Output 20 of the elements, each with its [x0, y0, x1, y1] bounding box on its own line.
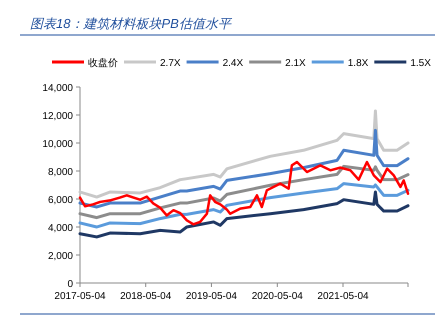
- y-tick-label: 8,000: [48, 167, 74, 178]
- y-tick-label: 6,000: [48, 195, 74, 206]
- legend-label: 2.1X: [285, 58, 306, 69]
- x-tick-label: 2017-05-04: [54, 291, 106, 302]
- legend-label: 收盘价: [88, 57, 118, 69]
- y-tick-label: 4,000: [48, 223, 74, 234]
- y-tick-label: 0: [67, 279, 74, 290]
- legend-label: 2.7X: [160, 58, 181, 69]
- y-tick-label: 12,000: [42, 111, 74, 122]
- y-tick-label: 2,000: [48, 251, 74, 262]
- x-tick-label: 2019-05-04: [186, 291, 238, 302]
- legend-label: 1.5X: [410, 58, 432, 69]
- chart-title: 图表18：建筑材料板块PB估值水平: [30, 16, 233, 31]
- y-tick-label: 10,000: [42, 139, 74, 150]
- x-tick-label: 2021-05-04: [317, 291, 370, 302]
- legend-label: 1.8X: [348, 58, 369, 69]
- legend-label: 2.4X: [222, 58, 244, 69]
- x-tick-label: 2020-05-04: [252, 291, 304, 302]
- x-tick-label: 2018-05-04: [120, 291, 172, 302]
- y-tick-label: 14,000: [42, 83, 74, 94]
